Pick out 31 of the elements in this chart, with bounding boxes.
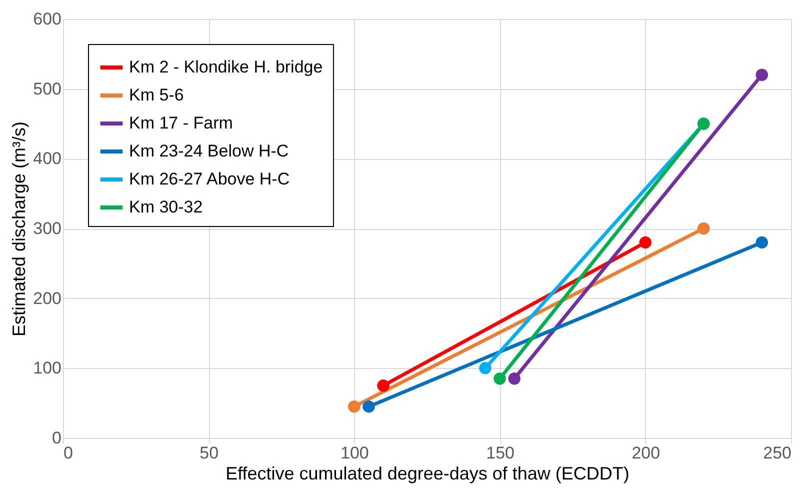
y-tick-label: 400 xyxy=(33,149,62,168)
x-tick-label: 50 xyxy=(200,444,219,462)
point xyxy=(479,362,492,374)
x-tick-label: 100 xyxy=(340,444,369,462)
y-axis-title: Estimated discharge (m³/s) xyxy=(9,121,30,337)
legend-label: Km 30-32 xyxy=(129,198,203,216)
point xyxy=(639,236,652,249)
point xyxy=(756,236,768,249)
point xyxy=(377,380,390,392)
point xyxy=(494,372,506,385)
y-tick-label: 0 xyxy=(52,428,62,448)
point xyxy=(362,400,375,413)
x-tick-label: 250 xyxy=(763,444,792,462)
x-tick-label: 150 xyxy=(486,444,514,462)
x-tick-label: 0 xyxy=(64,444,73,462)
y-tick-label: 200 xyxy=(33,288,62,308)
y-tick-label: 100 xyxy=(33,358,62,378)
point xyxy=(698,222,710,235)
legend-label: Km 23-24 Below H-C xyxy=(129,142,289,160)
point xyxy=(348,400,360,413)
y-tick-label: 500 xyxy=(33,79,62,98)
legend-label: Km 5-6 xyxy=(129,86,184,104)
legend-label: Km 26-27 Above H-C xyxy=(129,170,290,188)
legend-label: Km 17 - Farm xyxy=(129,114,233,132)
x-axis-title: Effective cumulated degree-days of thaw (ECDDT) xyxy=(226,464,630,484)
legend-label: Km 2 - Klondike H. bridge xyxy=(129,58,323,76)
y-tick-label: 300 xyxy=(33,219,62,238)
point xyxy=(508,372,520,385)
x-tick-label: 200 xyxy=(632,444,660,462)
y-tick-label: 600 xyxy=(33,10,62,28)
point xyxy=(756,68,768,81)
